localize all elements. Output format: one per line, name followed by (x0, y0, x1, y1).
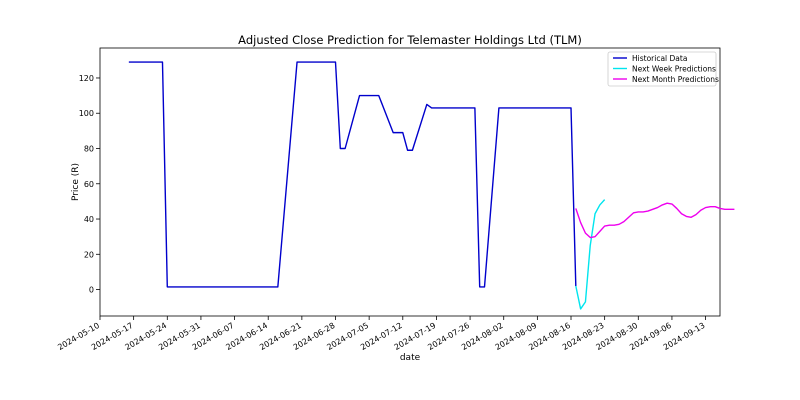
legend-box (607, 51, 717, 87)
y-tick-label: 60 (84, 180, 94, 189)
series-lines (128, 61, 735, 310)
y-axis: 0 20 40 60 80 100 120 (79, 74, 100, 295)
legend-label-2: Next Week Predictions (632, 65, 716, 74)
series-line-2 (575, 199, 606, 310)
x-axis-label: date (400, 353, 421, 363)
x-axis: 2024-05-102024-05-172024-05-242024-05-31… (56, 316, 707, 352)
legend-label-3: Next Month Predictions (632, 75, 719, 84)
y-tick-label: 120 (79, 74, 94, 83)
y-tick-label: 20 (84, 250, 94, 259)
y-tick-label: 40 (84, 215, 94, 224)
plot-frame (99, 47, 721, 317)
y-tick-label: 80 (84, 145, 94, 154)
series-line-3 (575, 202, 735, 239)
y-tick-label: 100 (79, 109, 94, 118)
y-tick-label: 0 (89, 286, 94, 295)
legend-label-1: Historical Data (632, 54, 687, 63)
series-line-1 (128, 61, 577, 288)
y-axis-label: Price (R) (71, 163, 81, 201)
plot-area: 2024-05-102024-05-172024-05-242024-05-31… (56, 47, 735, 352)
chart-title: Adjusted Close Prediction for Telemaster… (238, 33, 582, 47)
legend: Historical Data Next Week PredictionsNext… (607, 51, 719, 87)
